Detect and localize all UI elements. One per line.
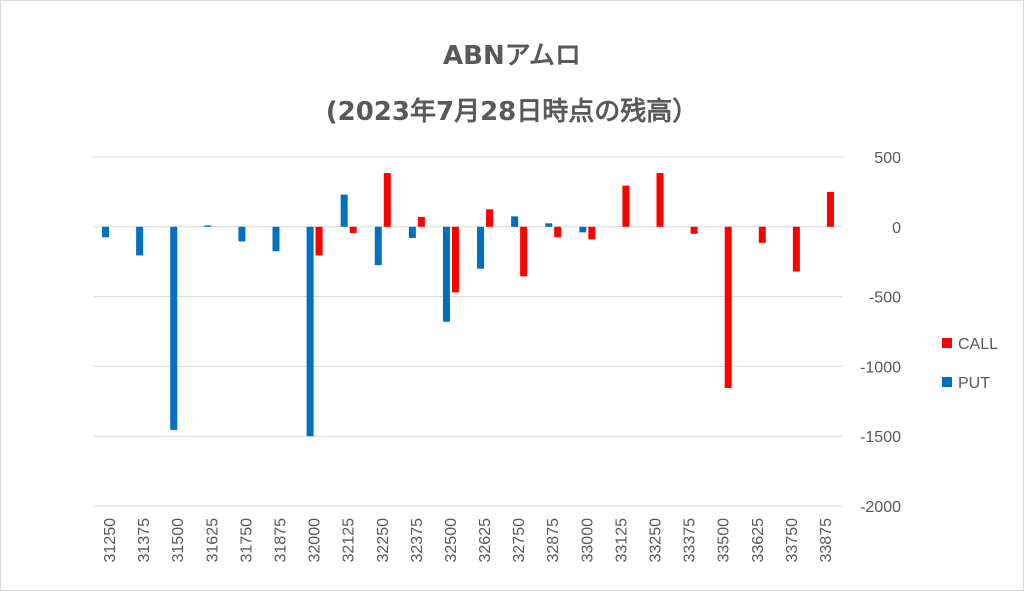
call-bar [690, 226, 698, 234]
x-tick-label: 33250 [648, 518, 665, 563]
x-tick-label: 31500 [170, 518, 187, 563]
call-bar [451, 226, 459, 293]
x-tick-label: 32875 [545, 518, 562, 563]
put-bar [306, 226, 314, 437]
call-bar [792, 226, 800, 272]
call-bar [758, 226, 766, 243]
legend-label-call: CALL [958, 336, 998, 353]
call-bar [622, 185, 630, 227]
y-tick-label: -1000 [860, 359, 901, 376]
put-bar [170, 226, 178, 430]
put-bar [579, 226, 587, 233]
y-tick-label: 0 [892, 220, 901, 237]
put-bar [408, 226, 416, 238]
x-tick-label: 33125 [613, 518, 630, 563]
x-tick-label: 33750 [784, 518, 801, 563]
y-tick-label: -500 [869, 290, 901, 307]
x-tick-label: 31750 [238, 518, 255, 563]
x-tick-label: 32375 [409, 518, 426, 563]
legend-label-put: PUT [958, 375, 990, 392]
call-bar [656, 173, 664, 227]
x-tick-label: 33000 [579, 518, 596, 563]
call-bar [315, 226, 323, 256]
chart-subtitle: (2023年7月28日時点の残高） [325, 97, 699, 127]
put-bar [511, 216, 519, 227]
x-tick-label: 33875 [818, 518, 835, 563]
x-tick-label: 31375 [136, 518, 153, 563]
x-tick-label: 33375 [682, 518, 699, 563]
x-tick-label: 32000 [307, 518, 324, 563]
chart-title: ABNアムロ [443, 41, 581, 71]
x-tick-label: 31875 [273, 518, 290, 563]
call-bar [383, 173, 391, 227]
x-tick-label: 32250 [375, 518, 392, 563]
legend-swatch-call [942, 338, 952, 348]
x-tick-label: 32625 [477, 518, 494, 563]
legend-swatch-put [942, 377, 952, 387]
call-bar [724, 226, 732, 389]
put-bar [204, 225, 212, 227]
y-tick-label: -1500 [860, 429, 901, 446]
put-bar [442, 226, 450, 322]
put-bar [102, 226, 110, 238]
put-bar [545, 223, 553, 227]
put-bar [238, 226, 246, 242]
put-bar [340, 194, 348, 227]
y-tick-label: -2000 [860, 499, 901, 516]
put-bar [272, 226, 280, 252]
put-bar [136, 226, 144, 256]
x-tick-label: 31250 [102, 518, 119, 563]
x-tick-label: 32750 [511, 518, 528, 563]
x-tick-label: 33500 [716, 518, 733, 563]
call-bar [349, 226, 357, 234]
call-bar [486, 209, 494, 227]
call-bar [417, 217, 425, 227]
call-bar [826, 191, 834, 227]
put-bar [374, 226, 382, 266]
x-tick-label: 32125 [341, 518, 358, 563]
call-bar [554, 226, 562, 238]
call-bar [588, 226, 596, 240]
y-tick-label: 500 [874, 150, 901, 167]
put-bar [477, 226, 485, 269]
x-tick-label: 33625 [750, 518, 767, 563]
x-tick-label: 31625 [204, 518, 221, 563]
x-tick-label: 32500 [443, 518, 460, 563]
call-bar [520, 226, 528, 277]
